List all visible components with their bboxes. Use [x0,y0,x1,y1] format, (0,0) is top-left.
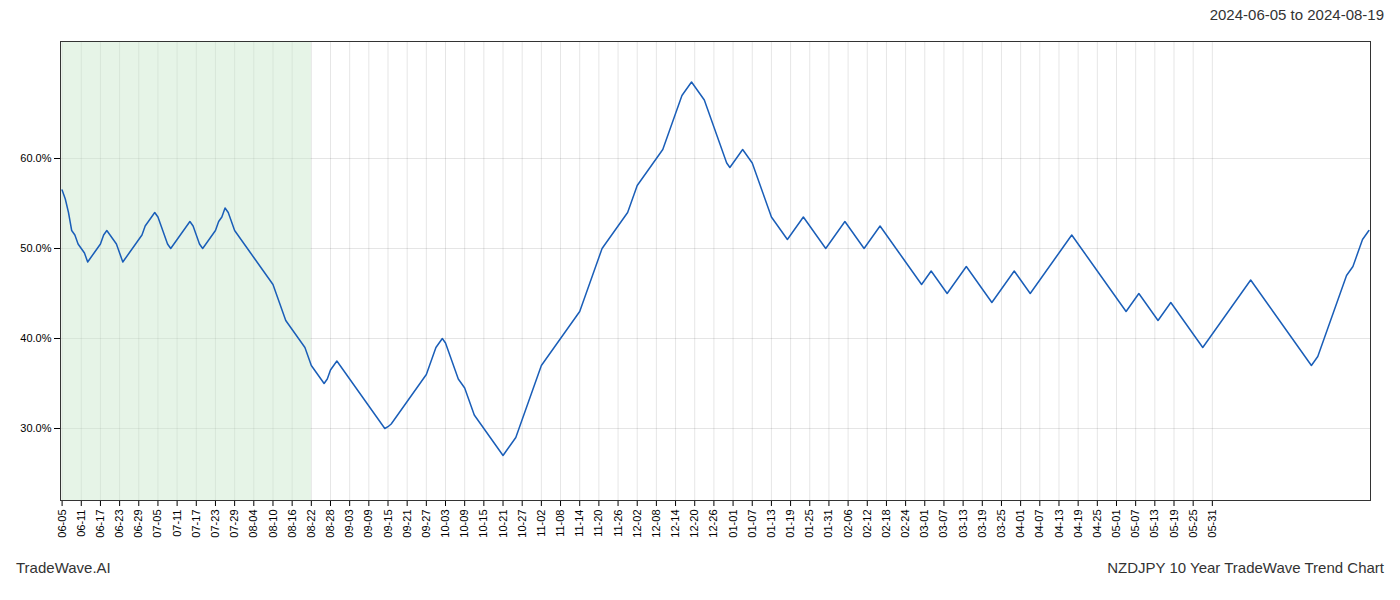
svg-text:01-19: 01-19 [784,510,796,538]
svg-text:05-13: 05-13 [1148,510,1160,538]
svg-text:08-10: 08-10 [266,510,278,538]
svg-text:04-07: 04-07 [1033,510,1045,538]
svg-text:10-15: 10-15 [477,510,489,538]
svg-text:11-20: 11-20 [592,510,604,537]
svg-text:06-17: 06-17 [94,510,106,538]
svg-text:05-31: 05-31 [1206,510,1218,538]
svg-text:01-31: 01-31 [822,510,834,538]
svg-text:09-09: 09-09 [362,510,374,538]
svg-text:11-26: 11-26 [612,510,624,537]
svg-text:09-27: 09-27 [420,510,432,538]
svg-text:06-05: 06-05 [56,510,68,538]
svg-text:12-08: 12-08 [650,510,662,538]
svg-text:05-25: 05-25 [1187,510,1199,538]
svg-text:03-01: 03-01 [918,510,930,538]
svg-text:07-11: 07-11 [171,510,183,537]
svg-text:04-19: 04-19 [1072,510,1084,538]
svg-text:10-21: 10-21 [497,510,509,538]
svg-text:04-01: 04-01 [1014,510,1026,538]
svg-text:09-15: 09-15 [382,510,394,538]
svg-text:12-20: 12-20 [688,510,700,538]
svg-text:12-14: 12-14 [669,510,681,538]
svg-text:01-01: 01-01 [727,510,739,538]
svg-text:11-02: 11-02 [535,510,547,537]
svg-text:02-12: 02-12 [861,510,873,538]
svg-text:01-25: 01-25 [803,510,815,538]
svg-text:02-24: 02-24 [899,510,911,538]
svg-text:05-19: 05-19 [1168,510,1180,538]
svg-text:11-14: 11-14 [573,510,585,537]
svg-text:10-27: 10-27 [516,510,528,538]
svg-text:07-05: 07-05 [151,510,163,538]
svg-text:02-06: 02-06 [842,510,854,538]
svg-text:03-25: 03-25 [995,510,1007,538]
html-text:2024-06-05 to 2024-08-19: 2024-06-05 to 2024-08-19 [1209,6,1384,23]
svg-text:10-03: 10-03 [439,510,451,538]
svg-text:06-11: 06-11 [75,510,87,537]
svg-text:08-16: 08-16 [286,510,298,538]
svg-text:06-29: 06-29 [132,510,144,538]
svg-text:40.0%: 40.0% [20,332,51,344]
svg-text:05-07: 05-07 [1129,510,1141,538]
svg-text:01-13: 01-13 [765,510,777,538]
html-text:NZDJPY 10 Year TradeWave Trend: NZDJPY 10 Year TradeWave Trend Chart [1107,559,1384,576]
svg-text:09-03: 09-03 [343,510,355,538]
svg-text:03-19: 03-19 [976,510,988,538]
svg-text:04-25: 04-25 [1091,510,1103,538]
svg-text:03-07: 03-07 [937,510,949,538]
svg-text:08-04: 08-04 [247,510,259,538]
svg-text:11-08: 11-08 [554,510,566,537]
svg-text:08-28: 08-28 [324,510,336,538]
svg-text:04-13: 04-13 [1052,510,1064,538]
svg-text:30.0%: 30.0% [20,422,51,434]
svg-text:12-02: 12-02 [631,510,643,538]
svg-text:12-26: 12-26 [707,510,719,538]
svg-text:03-13: 03-13 [957,510,969,538]
svg-text:09-21: 09-21 [401,510,413,538]
svg-text:07-23: 07-23 [209,510,221,538]
svg-text:60.0%: 60.0% [20,152,51,164]
svg-text:02-18: 02-18 [880,510,892,538]
svg-text:07-17: 07-17 [190,510,202,538]
svg-text:10-09: 10-09 [458,510,470,538]
svg-text:50.0%: 50.0% [20,242,51,254]
svg-text:01-07: 01-07 [746,510,758,538]
svg-text:08-22: 08-22 [305,510,317,538]
html-text:TradeWave.AI: TradeWave.AI [16,559,111,576]
svg-text:05-01: 05-01 [1110,510,1122,538]
svg-text:06-23: 06-23 [113,510,125,538]
svg-text:07-29: 07-29 [228,510,240,538]
